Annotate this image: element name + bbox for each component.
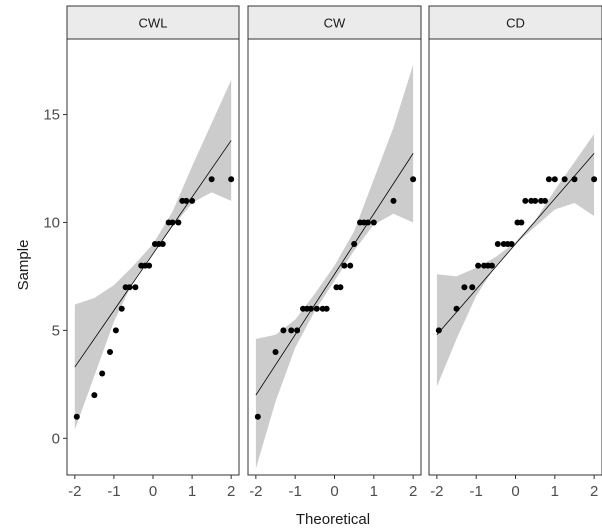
confidence-band: [74, 80, 232, 430]
y-axis: 0 5 10 15: [43, 107, 67, 447]
x-tick-label: 0: [511, 483, 519, 500]
plot-area: [435, 134, 598, 387]
reference-line: [255, 153, 414, 396]
data-point: [208, 176, 215, 183]
data-point: [189, 197, 196, 204]
x-tick-label: 2: [590, 483, 598, 500]
reference-line: [436, 153, 595, 335]
data-point: [435, 327, 442, 334]
data-point: [390, 197, 397, 204]
facet-cw: CW -2 -1 0 1 2: [247, 5, 422, 500]
facet-strip: [247, 5, 422, 40]
x-axis-title: Theoretical: [296, 511, 370, 528]
panel-border: [428, 38, 602, 476]
y-axis-title: Sample: [15, 240, 32, 291]
data-point: [351, 241, 358, 248]
data-point: [307, 305, 314, 312]
data-point: [341, 262, 348, 269]
data-point: [551, 176, 558, 183]
data-point: [337, 284, 344, 291]
data-point: [288, 327, 295, 334]
data-point: [453, 305, 460, 312]
x-tick-label: -1: [289, 483, 302, 500]
facet-strip-label: CWL: [139, 16, 168, 31]
data-point: [294, 327, 301, 334]
panel-border: [247, 38, 422, 476]
data-point: [169, 219, 176, 226]
confidence-band: [436, 134, 595, 387]
data-point: [410, 176, 417, 183]
data-point: [228, 176, 235, 183]
data-point: [518, 219, 525, 226]
facet-strip-label: CD: [506, 16, 525, 31]
data-point: [183, 197, 190, 204]
plot-area: [73, 80, 235, 430]
x-tick-label: -2: [68, 483, 81, 500]
reference-line: [74, 140, 232, 368]
data-point: [469, 284, 476, 291]
data-point: [175, 219, 182, 226]
data-point: [541, 197, 548, 204]
facet-strip-label: CW: [324, 16, 346, 31]
y-tick-label: 10: [43, 214, 60, 231]
data-point: [132, 284, 139, 291]
data-point: [475, 262, 482, 269]
data-point: [461, 284, 468, 291]
x-tick-label: -2: [430, 483, 443, 500]
x-tick-label: -1: [107, 483, 120, 500]
data-point: [91, 392, 98, 399]
data-point: [118, 305, 125, 312]
data-point: [126, 284, 133, 291]
data-point: [107, 348, 113, 355]
x-tick-label: 1: [551, 483, 559, 500]
data-point: [272, 348, 279, 355]
data-point: [99, 370, 106, 377]
y-tick-label: 15: [43, 107, 60, 124]
data-point: [522, 197, 529, 204]
data-point: [561, 176, 568, 183]
data-point: [532, 197, 539, 204]
facet-panels: CWL -2 -1 0 1 2 CW -2 -1 0 1 2 CD -2 -1 0 1 2: [66, 5, 602, 500]
facet-cd: CD -2 -1 0 1 2: [428, 5, 602, 500]
y-tick-label: 5: [52, 322, 60, 339]
facet-strip: [66, 5, 240, 40]
data-point: [254, 413, 261, 420]
panel-border: [66, 38, 240, 476]
data-point: [508, 241, 515, 248]
x-tick-label: -1: [470, 483, 483, 500]
data-point: [347, 262, 354, 269]
data-point: [494, 241, 501, 248]
data-point: [146, 262, 153, 269]
plot-area: [254, 64, 417, 469]
facet-strip: [428, 5, 602, 40]
y-tick-label: 0: [52, 430, 60, 447]
x-tick-label: 2: [227, 483, 235, 500]
x-tick-label: 0: [330, 483, 338, 500]
data-point: [488, 262, 495, 269]
data-point: [159, 241, 166, 248]
data-point: [73, 413, 80, 420]
data-point: [591, 176, 598, 183]
x-tick-label: 2: [409, 483, 417, 500]
data-point: [112, 327, 119, 334]
data-point: [370, 219, 377, 226]
data-point: [545, 176, 552, 183]
facet-cwl: CWL -2 -1 0 1 2: [66, 5, 240, 500]
confidence-band: [255, 64, 414, 469]
data-point: [571, 176, 578, 183]
data-point: [323, 305, 330, 312]
x-tick-label: 0: [149, 483, 157, 500]
x-tick-label: 1: [370, 483, 378, 500]
data-point: [313, 305, 320, 312]
x-tick-label: -2: [249, 483, 262, 500]
data-point: [364, 219, 371, 226]
data-point: [280, 327, 287, 334]
x-tick-label: 1: [188, 483, 196, 500]
